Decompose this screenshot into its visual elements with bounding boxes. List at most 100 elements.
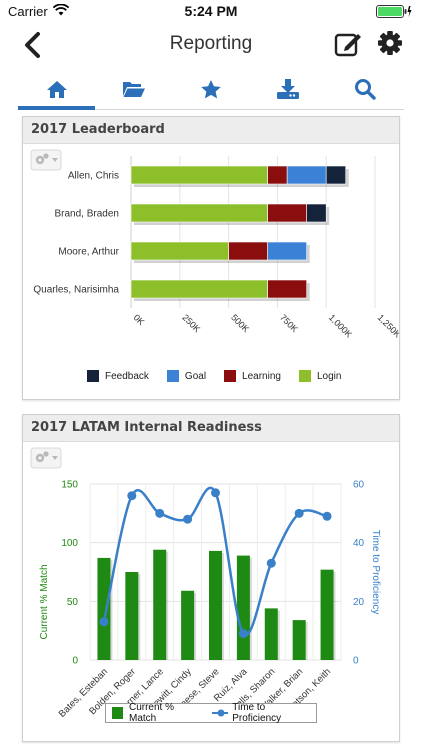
leaderboard-title: 2017 Leaderboard (23, 117, 399, 144)
bar-segment-learning[interactable] (267, 203, 307, 223)
readiness-chart: Current % Match Time to Proficiency 0 50 1… (30, 447, 381, 720)
search-icon (354, 79, 376, 100)
back-chevron-icon[interactable] (20, 30, 46, 60)
y-category-label: Allen, Chris (68, 171, 119, 182)
legend-label-goal: Goal (184, 370, 207, 382)
y-tick-label-left: 0 (72, 656, 78, 667)
point-time-to-proficiency[interactable] (238, 629, 248, 639)
bar-segment-login[interactable] (130, 279, 268, 299)
legend-label-feedback: Feedback (105, 370, 149, 382)
y-axis-label-left: Current % Match (39, 564, 50, 639)
x-category-label: Bates, Esteban (57, 666, 110, 719)
legend-label-learning: Learning (242, 370, 281, 382)
wifi-icon (53, 4, 69, 16)
legend-item-learning[interactable]: Learning (224, 370, 281, 382)
y-tick-label-left: 50 (67, 597, 79, 608)
bar-current-match[interactable] (153, 549, 167, 660)
star-icon (200, 79, 221, 98)
x-tick-label: 1,000K (327, 312, 354, 339)
bar-segment-login[interactable] (130, 241, 229, 261)
point-time-to-proficiency[interactable] (155, 508, 165, 518)
legend-item-feedback[interactable]: Feedback (87, 370, 149, 382)
home-icon (46, 81, 67, 98)
legend-item-goal[interactable]: Goal (166, 370, 207, 382)
y-tick-label-right: 40 (353, 538, 365, 549)
bar-current-match[interactable] (236, 555, 250, 660)
page-title: Reporting (169, 33, 253, 54)
tab-folders[interactable] (95, 70, 172, 108)
bar-segment-learning[interactable] (228, 241, 268, 261)
carrier-label: Carrier (8, 4, 48, 19)
status-time: 5:24 PM (184, 3, 238, 19)
x-tick-label: 250K (180, 312, 202, 334)
y-category-label: Moore, Arthur (58, 247, 119, 258)
y-category-label: Brand, Braden (55, 209, 120, 220)
bar-segment-goal[interactable] (286, 165, 327, 185)
point-time-to-proficiency[interactable] (322, 511, 332, 521)
point-time-to-proficiency[interactable] (127, 491, 137, 501)
x-tick-label: 500K (229, 312, 251, 334)
bar-segment-feedback[interactable] (306, 203, 327, 223)
folder-open-icon (122, 82, 145, 97)
legend-swatch-feedback (87, 370, 99, 382)
y-category-label: Quarles, Narisimha (33, 285, 119, 296)
bar-current-match[interactable] (181, 590, 195, 660)
readiness-title: 2017 LATAM Internal Readiness (23, 415, 399, 442)
download-tray-icon (276, 79, 299, 99)
y-axis-label-right: Time to Proficiency (370, 530, 381, 615)
leaderboard-chart: Allen, Chris Brand, Braden Moore, Arthur Qu… (30, 149, 399, 340)
legend-swatch-current-match (112, 707, 123, 719)
legend-label-time-to-proficiency: Time to Proficiency (232, 702, 282, 724)
bar-segment-learning[interactable] (267, 279, 307, 299)
edit-icon[interactable] (334, 30, 362, 58)
bar-current-match[interactable] (292, 620, 306, 660)
point-time-to-proficiency[interactable] (183, 514, 193, 524)
x-tick-label: 1,250K (376, 312, 399, 339)
legend-swatch-goal (166, 370, 179, 382)
status-bar: Carrier 5:24 PM (0, 0, 422, 24)
bar-segment-goal[interactable] (267, 241, 307, 261)
legend-item-login[interactable]: Login (298, 370, 342, 382)
readiness-legend: Current % Match Time to Proficiency (105, 702, 317, 724)
point-time-to-proficiency[interactable] (211, 488, 220, 498)
bar-segment-login[interactable] (130, 203, 268, 223)
bar-current-match[interactable] (320, 569, 334, 660)
leaderboard-legend: Feedback Goal Learning Login (87, 370, 359, 382)
legend-label-login: Login (316, 370, 342, 382)
y-tick-label-right: 60 (353, 480, 365, 491)
x-tick-label: 750K (278, 312, 300, 334)
tab-favorites[interactable] (172, 70, 249, 108)
tab-home[interactable] (18, 70, 95, 110)
bar-current-match[interactable] (97, 557, 111, 660)
point-time-to-proficiency[interactable] (266, 558, 276, 568)
bar-current-match[interactable] (264, 608, 278, 660)
legend-swatch-login (298, 370, 311, 382)
leaderboard-panel: 2017 Leaderboard Allen, Chris Brand, Brad… (22, 116, 400, 400)
chart-options-button[interactable] (30, 149, 62, 171)
bar-segment-login[interactable] (130, 165, 268, 185)
nav-bar: Reporting (0, 24, 422, 66)
bar-segment-feedback[interactable] (325, 165, 347, 185)
y-tick-label-left: 150 (61, 480, 78, 491)
y-tick-label-right: 0 (353, 656, 359, 667)
legend-swatch-learning (224, 370, 237, 382)
legend-item-time-to-proficiency[interactable]: Time to Proficiency (211, 702, 310, 724)
bar-current-match[interactable] (209, 550, 222, 660)
tab-downloads[interactable] (249, 70, 326, 108)
chart-options-button[interactable] (30, 447, 62, 469)
tab-search[interactable] (326, 70, 403, 108)
battery-icon (376, 5, 412, 18)
point-time-to-proficiency[interactable] (99, 617, 109, 627)
tab-bar (18, 70, 404, 110)
bar-segment-learning[interactable] (267, 165, 288, 185)
readiness-panel: 2017 LATAM Internal Readiness Current % … (22, 414, 400, 742)
bar-current-match[interactable] (125, 572, 139, 660)
legend-item-current-match[interactable]: Current % Match (112, 702, 198, 724)
y-tick-label-right: 20 (353, 597, 365, 608)
legend-marker-time-to-proficiency (211, 709, 229, 717)
y-tick-label-left: 100 (61, 538, 78, 549)
legend-label-current-match: Current % Match (128, 702, 174, 724)
x-tick-label: 0K (132, 312, 147, 327)
point-time-to-proficiency[interactable] (294, 508, 304, 518)
gear-icon[interactable] (377, 30, 403, 56)
